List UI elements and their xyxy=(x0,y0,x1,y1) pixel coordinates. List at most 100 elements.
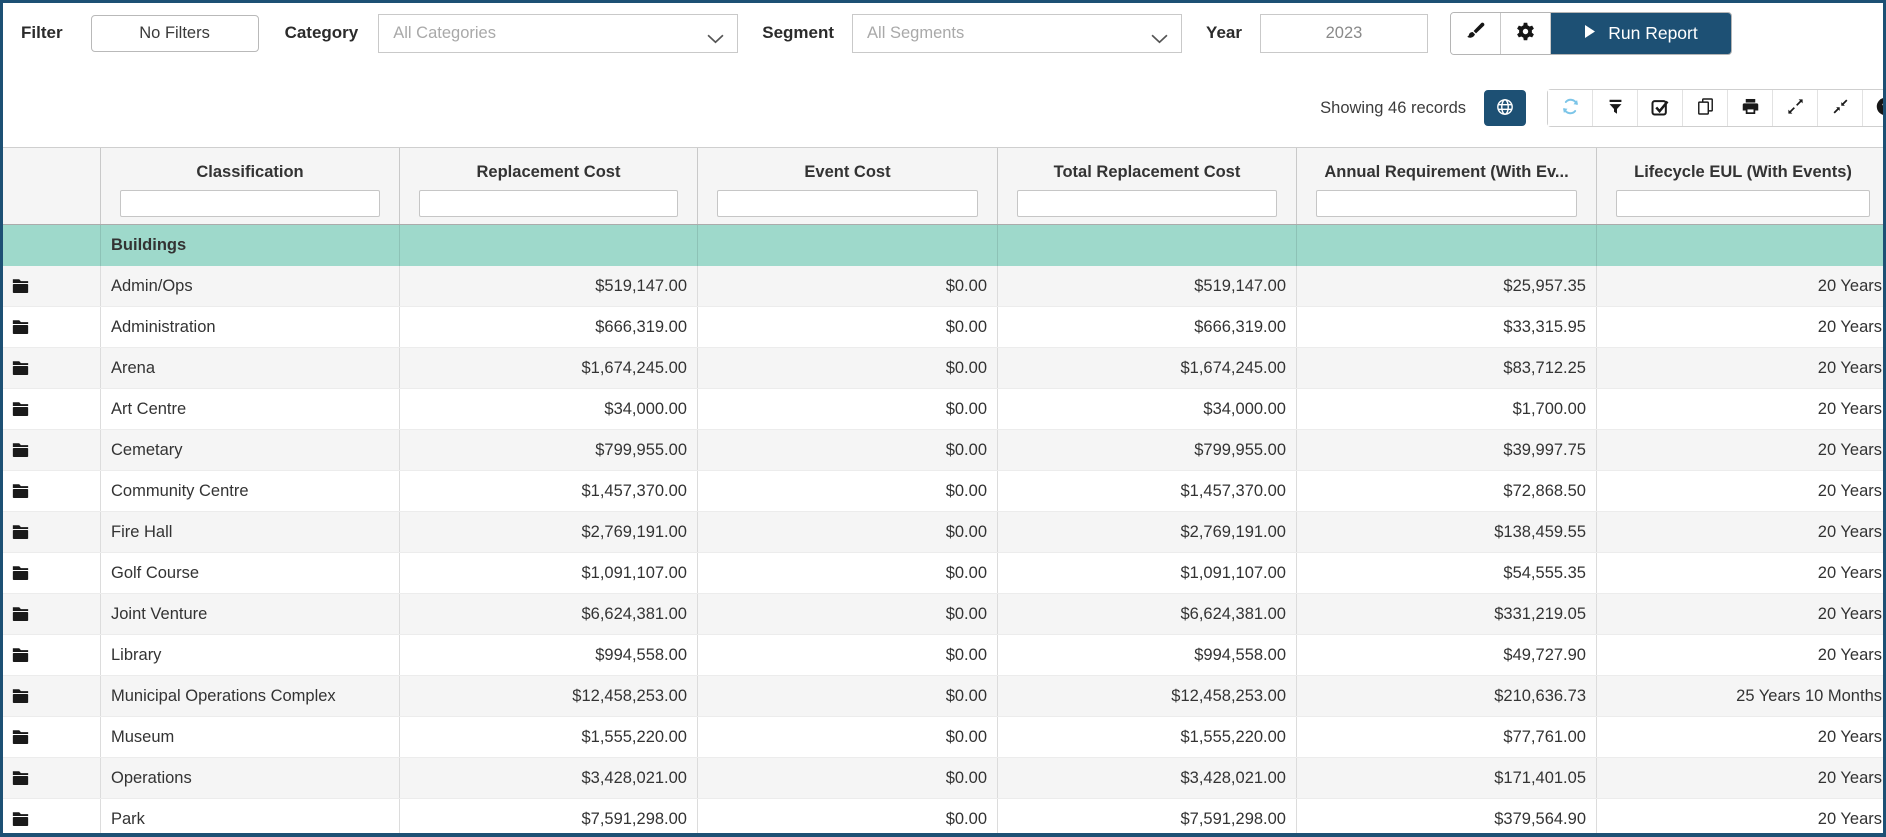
gear-icon xyxy=(1515,21,1536,45)
folder-icon[interactable] xyxy=(3,307,101,347)
total-replacement-cost-cell: $799,955.00 xyxy=(998,430,1297,470)
lifecycle-eul-cell: 25 Years 10 Months xyxy=(1736,687,1882,705)
folder-icon[interactable] xyxy=(3,676,101,716)
settings-button[interactable] xyxy=(1500,12,1551,54)
run-report-button-group: Run Report xyxy=(1449,11,1732,55)
chevron-down-icon xyxy=(1151,30,1168,49)
table-row[interactable]: Golf Course $1,091,107.00 $0.00 $1,091,107.… xyxy=(3,553,1883,594)
column-filter-input-replacement_cost[interactable] xyxy=(419,190,678,217)
lifecycle-eul-cell: 20 Years xyxy=(1817,359,1882,377)
replacement-cost-cell: $6,624,381.00 xyxy=(400,594,698,634)
grid-actions-group: ? xyxy=(1547,89,1886,127)
filter-grid-button[interactable] xyxy=(1593,90,1638,126)
year-input[interactable] xyxy=(1259,13,1428,53)
run-report-button[interactable]: Run Report xyxy=(1550,12,1731,54)
lifecycle-eul-cell: 20 Years xyxy=(1817,769,1882,787)
table-row[interactable]: Library $994,558.00 $0.00 $994,558.00 $49,72… xyxy=(3,635,1883,676)
annual-requirement-cell: $138,459.55 xyxy=(1297,512,1597,552)
column-header-total_replacement_cost: Total Replacement Cost xyxy=(998,148,1297,224)
classification-cell: Golf Course xyxy=(101,553,400,593)
annual-requirement-cell: $331,219.05 xyxy=(1297,594,1597,634)
print-button[interactable] xyxy=(1728,90,1773,126)
group-row-buildings[interactable]: Buildings xyxy=(3,225,1883,266)
table-row[interactable]: Park $7,591,298.00 $0.00 $7,591,298.00 $379,… xyxy=(3,799,1883,833)
folder-icon[interactable] xyxy=(3,512,101,552)
help-button[interactable]: ? xyxy=(1863,90,1886,126)
replacement-cost-cell: $12,458,253.00 xyxy=(400,676,698,716)
replacement-cost-cell: $799,955.00 xyxy=(400,430,698,470)
table-row[interactable]: Operations $3,428,021.00 $0.00 $3,428,021.0… xyxy=(3,758,1883,799)
copy-button[interactable] xyxy=(1683,90,1728,126)
play-icon xyxy=(1584,23,1596,44)
column-filter-input-total_replacement_cost[interactable] xyxy=(1017,190,1277,217)
table-header-row: Classification Replacement Cost Event Cost… xyxy=(3,147,1883,225)
filter-toolbar: Filter No Filters Category All Categorie… xyxy=(3,3,1883,63)
folder-icon[interactable] xyxy=(3,348,101,388)
run-report-button-label: Run Report xyxy=(1608,22,1698,43)
replacement-cost-cell: $1,555,220.00 xyxy=(400,717,698,757)
annual-requirement-cell: $210,636.73 xyxy=(1297,676,1597,716)
total-replacement-cost-cell: $666,319.00 xyxy=(998,307,1297,347)
column-title: Classification xyxy=(196,163,304,181)
lifecycle-eul-cell: 20 Years xyxy=(1817,277,1882,295)
brush-icon xyxy=(1465,21,1486,45)
no-filters-button[interactable]: No Filters xyxy=(90,14,259,52)
table-row[interactable]: Art Centre $34,000.00 $0.00 $34,000.00 $1,70… xyxy=(3,389,1883,430)
folder-icon[interactable] xyxy=(3,471,101,511)
refresh-icon xyxy=(1561,97,1580,119)
refresh-button[interactable] xyxy=(1548,90,1593,126)
classification-cell: Fire Hall xyxy=(101,512,400,552)
event-cost-cell: $0.00 xyxy=(698,266,998,306)
event-cost-cell: $0.00 xyxy=(698,512,998,552)
classification-cell: Cemetary xyxy=(101,430,400,470)
folder-icon[interactable] xyxy=(3,553,101,593)
segment-label: Segment xyxy=(762,23,835,42)
folder-icon[interactable] xyxy=(3,717,101,757)
total-replacement-cost-cell: $519,147.00 xyxy=(998,266,1297,306)
segment-select[interactable]: All Segments xyxy=(852,13,1183,53)
column-filter-input-event_cost[interactable] xyxy=(717,190,978,217)
brush-button[interactable] xyxy=(1450,12,1501,54)
column-filter-input-annual_requirement[interactable] xyxy=(1316,190,1577,217)
column-title xyxy=(3,155,100,189)
collapse-button[interactable] xyxy=(1818,90,1863,126)
folder-icon[interactable] xyxy=(3,758,101,798)
folder-icon[interactable] xyxy=(3,430,101,470)
filter-label: Filter xyxy=(21,23,63,42)
column-header-annual_requirement: Annual Requirement (With Ev... xyxy=(1297,148,1597,224)
replacement-cost-cell: $994,558.00 xyxy=(400,635,698,675)
column-filter-input-lifecycle_eul[interactable] xyxy=(1616,190,1870,217)
table-row[interactable]: Community Centre $1,457,370.00 $0.00 $1,457… xyxy=(3,471,1883,512)
replacement-cost-cell: $1,674,245.00 xyxy=(400,348,698,388)
year-label: Year xyxy=(1206,23,1242,42)
table-body: Admin/Ops $519,147.00 $0.00 $519,147.00 $25,… xyxy=(3,266,1883,833)
column-header-lifecycle_eul: Lifecycle EUL (With Events) xyxy=(1597,148,1883,224)
folder-icon[interactable] xyxy=(3,389,101,429)
table-row[interactable]: Museum $1,555,220.00 $0.00 $1,555,220.00 $77… xyxy=(3,717,1883,758)
expand-button[interactable] xyxy=(1773,90,1818,126)
folder-icon[interactable] xyxy=(3,635,101,675)
replacement-cost-cell: $2,769,191.00 xyxy=(400,512,698,552)
map-view-button[interactable] xyxy=(1484,90,1526,126)
total-replacement-cost-cell: $1,555,220.00 xyxy=(998,717,1297,757)
folder-icon[interactable] xyxy=(3,799,101,833)
column-filter-input-classification[interactable] xyxy=(120,190,380,217)
select-records-button[interactable] xyxy=(1638,90,1683,126)
annual-requirement-cell: $54,555.35 xyxy=(1297,553,1597,593)
table-row[interactable]: Cemetary $799,955.00 $0.00 $799,955.00 $39,9… xyxy=(3,430,1883,471)
table-row[interactable]: Arena $1,674,245.00 $0.00 $1,674,245.00 $83,… xyxy=(3,348,1883,389)
annual-requirement-cell: $171,401.05 xyxy=(1297,758,1597,798)
classification-cell: Admin/Ops xyxy=(101,266,400,306)
classification-cell: Arena xyxy=(101,348,400,388)
svg-text:?: ? xyxy=(1882,100,1886,114)
table-row[interactable]: Municipal Operations Complex $12,458,253.… xyxy=(3,676,1883,717)
table-row[interactable]: Administration $666,319.00 $0.00 $666,319.0… xyxy=(3,307,1883,348)
category-select[interactable]: All Categories xyxy=(378,13,739,53)
event-cost-cell: $0.00 xyxy=(698,635,998,675)
folder-icon[interactable] xyxy=(3,266,101,306)
table-row[interactable]: Joint Venture $6,624,381.00 $0.00 $6,624,38… xyxy=(3,594,1883,635)
table-row[interactable]: Admin/Ops $519,147.00 $0.00 $519,147.00 $25,… xyxy=(3,266,1883,307)
folder-icon[interactable] xyxy=(3,594,101,634)
table-row[interactable]: Fire Hall $2,769,191.00 $0.00 $2,769,191.00… xyxy=(3,512,1883,553)
